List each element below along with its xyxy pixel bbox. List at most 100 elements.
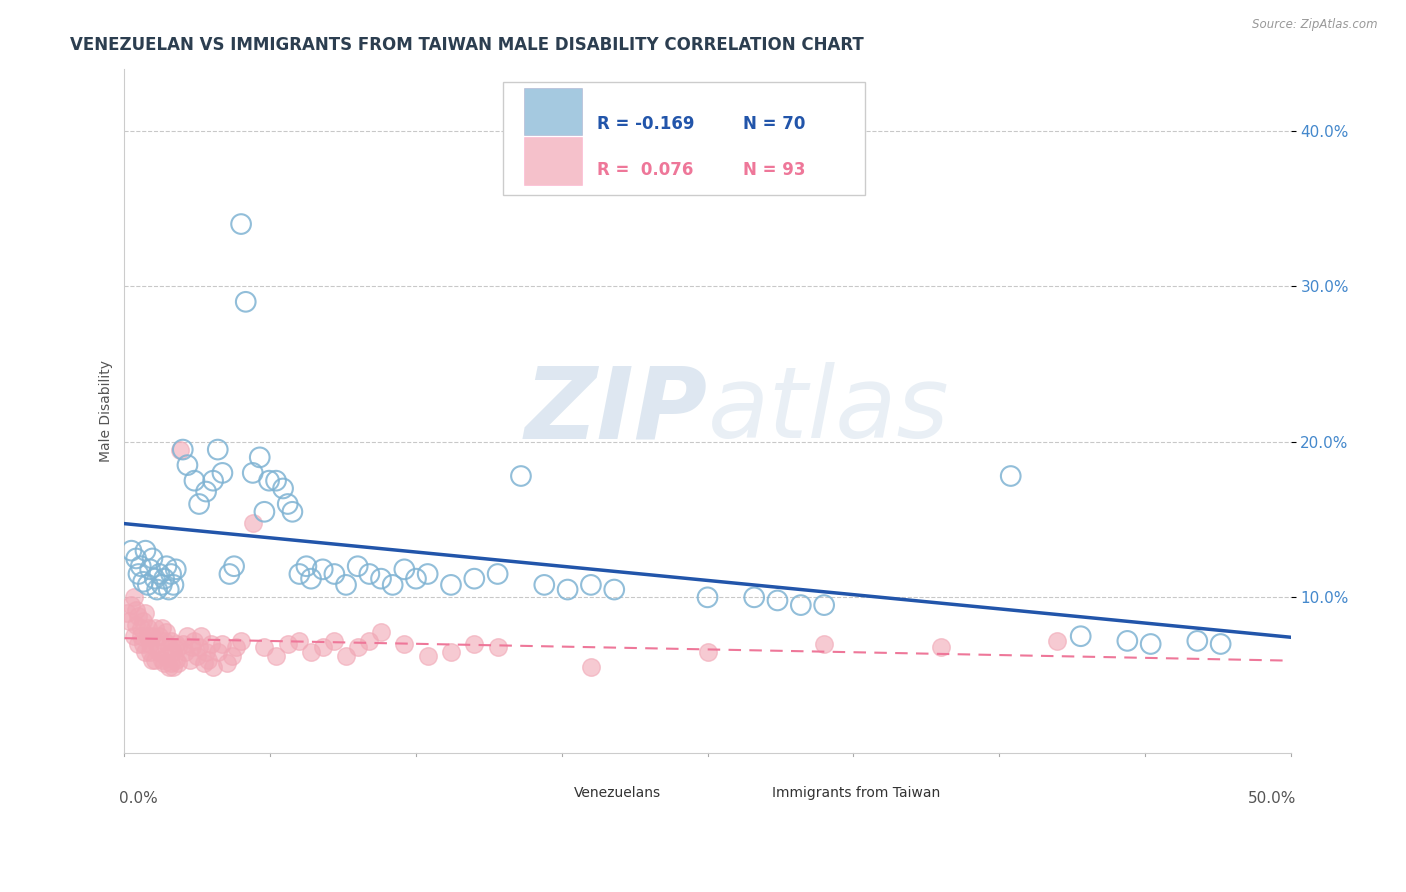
Point — [160, 633, 183, 648]
Point — [160, 656, 183, 670]
Point — [1000, 469, 1022, 483]
Point — [229, 217, 252, 231]
Point — [277, 497, 299, 511]
Point — [235, 294, 257, 309]
Point — [132, 637, 155, 651]
Point — [132, 614, 155, 628]
Point — [143, 572, 166, 586]
Point — [603, 582, 626, 597]
Point — [323, 566, 346, 581]
Point — [118, 614, 141, 628]
Text: VENEZUELAN VS IMMIGRANTS FROM TAIWAN MALE DISABILITY CORRELATION CHART: VENEZUELAN VS IMMIGRANTS FROM TAIWAN MAL… — [70, 36, 865, 54]
Point — [225, 640, 247, 654]
Point — [165, 637, 187, 651]
Point — [1209, 637, 1232, 651]
Point — [188, 640, 211, 654]
Point — [148, 645, 170, 659]
Point — [136, 629, 159, 643]
Point — [242, 516, 264, 530]
Text: N = 70: N = 70 — [742, 115, 804, 133]
Point — [359, 633, 381, 648]
Point — [132, 574, 155, 589]
Point — [150, 652, 173, 666]
Point — [242, 466, 264, 480]
Point — [136, 578, 159, 592]
Point — [146, 637, 169, 651]
Point — [295, 559, 318, 574]
Point — [157, 582, 180, 597]
Point — [139, 637, 162, 651]
Point — [766, 593, 789, 607]
Point — [394, 562, 416, 576]
Point — [162, 660, 184, 674]
Point — [176, 458, 198, 472]
Point — [174, 645, 197, 659]
Point — [153, 572, 176, 586]
Point — [440, 645, 463, 659]
Point — [579, 660, 602, 674]
Point — [1139, 637, 1161, 651]
Point — [218, 566, 240, 581]
Text: Venezuelans: Venezuelans — [574, 786, 661, 799]
Point — [146, 582, 169, 597]
Point — [155, 624, 177, 639]
Point — [169, 442, 191, 457]
Point — [281, 505, 304, 519]
Point — [202, 474, 225, 488]
Point — [162, 578, 184, 592]
Point — [195, 645, 218, 659]
Point — [579, 578, 602, 592]
Point — [160, 566, 183, 581]
Point — [202, 660, 225, 674]
Point — [148, 566, 170, 581]
Point — [162, 645, 184, 659]
Text: Immigrants from Taiwan: Immigrants from Taiwan — [772, 786, 941, 799]
Point — [122, 591, 145, 605]
FancyBboxPatch shape — [524, 779, 564, 809]
Point — [463, 637, 485, 651]
Point — [217, 656, 239, 670]
Point — [167, 656, 190, 670]
Point — [150, 578, 173, 592]
Point — [288, 633, 311, 648]
Text: atlas: atlas — [707, 362, 949, 459]
Point — [211, 637, 233, 651]
Point — [742, 591, 765, 605]
Point — [143, 622, 166, 636]
Point — [277, 637, 299, 651]
Point — [486, 640, 509, 654]
Point — [125, 603, 148, 617]
Point — [165, 562, 187, 576]
Point — [148, 629, 170, 643]
Point — [229, 633, 252, 648]
FancyBboxPatch shape — [503, 82, 865, 195]
FancyBboxPatch shape — [723, 779, 762, 809]
Y-axis label: Male Disability: Male Disability — [100, 359, 114, 462]
Point — [813, 637, 835, 651]
Point — [323, 633, 346, 648]
Point — [510, 469, 533, 483]
Point — [122, 629, 145, 643]
Point — [155, 559, 177, 574]
Point — [176, 629, 198, 643]
Point — [346, 559, 368, 574]
Point — [183, 633, 205, 648]
Point — [335, 578, 357, 592]
Point — [253, 505, 276, 519]
Text: R =  0.076: R = 0.076 — [596, 161, 693, 179]
Point — [136, 622, 159, 636]
Point — [129, 629, 152, 643]
Text: 50.0%: 50.0% — [1249, 790, 1296, 805]
Point — [211, 466, 233, 480]
Text: 0.0%: 0.0% — [118, 790, 157, 805]
Point — [125, 618, 148, 632]
Point — [1116, 633, 1139, 648]
Point — [207, 645, 229, 659]
Point — [172, 637, 194, 651]
Point — [299, 572, 322, 586]
Point — [533, 578, 555, 592]
Point — [346, 640, 368, 654]
Point — [127, 637, 149, 651]
Point — [370, 624, 392, 639]
Point — [141, 652, 163, 666]
